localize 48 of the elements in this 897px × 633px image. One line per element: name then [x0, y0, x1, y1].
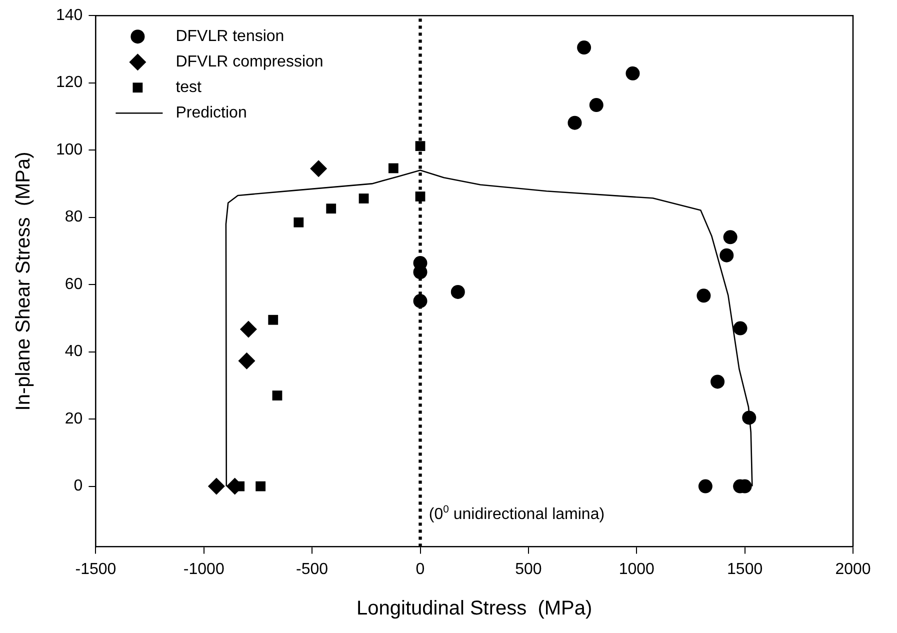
point — [577, 40, 592, 55]
point — [268, 314, 278, 325]
y-tick-label: 140 — [56, 7, 83, 24]
y-tick-label: 80 — [64, 208, 83, 226]
y-tick-label: 100 — [56, 141, 83, 158]
y-tick-label: 60 — [64, 276, 83, 293]
point — [568, 116, 582, 130]
point — [358, 194, 369, 204]
point — [256, 481, 266, 492]
point — [723, 230, 738, 244]
point — [388, 163, 398, 174]
legend-label: DFVLR compression — [176, 54, 324, 71]
point — [415, 141, 426, 151]
point — [696, 288, 711, 303]
point — [415, 192, 426, 202]
y-tick-label: 40 — [64, 343, 83, 360]
x-tick-label: 500 — [515, 560, 542, 578]
y-tick-label: 120 — [56, 74, 83, 92]
x-tick-label: 2000 — [835, 560, 871, 578]
y-tick-label: 0 — [74, 478, 83, 495]
legend-label: test — [176, 79, 202, 96]
point — [742, 410, 756, 425]
point — [720, 248, 734, 262]
point — [710, 374, 725, 389]
point — [589, 98, 604, 112]
legend-label: DFVLR tension — [176, 28, 284, 46]
point — [626, 66, 640, 80]
point — [208, 478, 225, 495]
point — [240, 320, 257, 338]
x-axis-title: Longitudinal Stress (MPa) — [356, 598, 592, 620]
x-tick-label: -1500 — [75, 560, 116, 578]
point — [326, 204, 336, 214]
x-tick-label: 0 — [416, 560, 425, 578]
x-tick-label: 1000 — [618, 560, 655, 578]
x-tick-label: -1000 — [183, 560, 224, 578]
point — [450, 284, 465, 299]
x-tick-label: 1500 — [727, 560, 763, 578]
y-tick-label: 20 — [64, 410, 83, 428]
point — [310, 160, 328, 178]
point — [238, 352, 256, 370]
point — [413, 294, 428, 308]
y-axis-title: In-plane Shear Stress (MPa) — [12, 152, 35, 411]
point — [272, 390, 282, 400]
point — [733, 321, 748, 336]
x-tick-label: -500 — [296, 560, 328, 578]
point — [698, 479, 712, 494]
legend-label: Prediction — [176, 104, 247, 122]
point — [294, 217, 304, 228]
